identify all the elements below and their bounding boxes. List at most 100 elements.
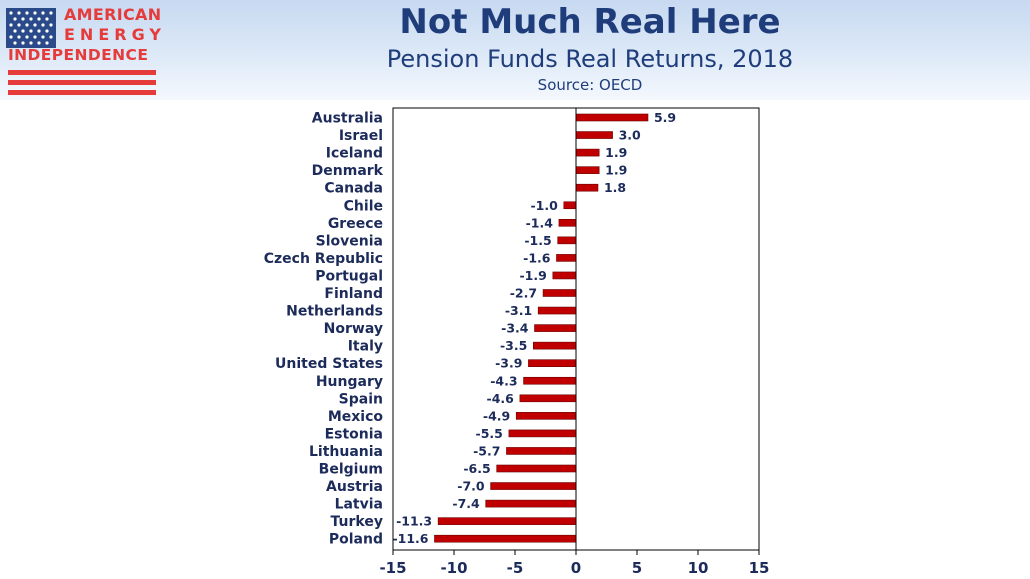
data-label: -7.4 xyxy=(452,496,480,511)
data-label: -7.0 xyxy=(457,479,485,494)
bar xyxy=(434,534,577,543)
bars-group xyxy=(434,113,649,543)
x-tick-label: 5 xyxy=(632,559,642,577)
category-label: Denmark xyxy=(312,163,384,179)
x-tick-label: -10 xyxy=(440,559,467,577)
bar xyxy=(523,376,577,385)
x-tick-label: 15 xyxy=(749,559,770,577)
category-label: Spain xyxy=(339,391,383,407)
american-energy-independence-logo: AMERICAN ENERGY INDEPENDENCE xyxy=(4,4,166,96)
chart-subtitle: Pension Funds Real Returns, 2018 xyxy=(386,45,794,73)
bar xyxy=(485,499,577,508)
data-label: -1.9 xyxy=(519,268,546,283)
category-label: Estonia xyxy=(325,426,383,442)
chart-title: Not Much Real Here xyxy=(399,2,781,42)
bar xyxy=(558,219,577,227)
bar xyxy=(552,271,577,280)
category-label: Finland xyxy=(324,286,383,302)
us-flag-icon xyxy=(6,8,56,48)
bar xyxy=(557,236,577,245)
bar xyxy=(575,148,600,157)
bar xyxy=(542,289,577,297)
category-label: Italy xyxy=(348,339,383,355)
data-label: -3.4 xyxy=(501,321,529,336)
bar-chart: 5.93.01.91.91.8-1.0-1.4-1.5-1.6-1.9-2.7-… xyxy=(264,107,769,577)
logo-stripes xyxy=(8,70,156,100)
data-label: -3.5 xyxy=(500,338,527,353)
category-label: Portugal xyxy=(315,268,383,284)
data-label: -4.9 xyxy=(483,408,510,423)
x-axis: -15 -10 -5 0 5 10 15 xyxy=(379,108,769,577)
bar xyxy=(575,166,600,174)
category-label: Greece xyxy=(328,216,383,232)
data-label: -6.5 xyxy=(463,461,490,476)
category-label: Austria xyxy=(326,479,383,495)
bar xyxy=(537,306,577,315)
data-label: -1.0 xyxy=(530,198,558,213)
data-label: -2.7 xyxy=(510,286,537,301)
bar xyxy=(519,394,577,403)
x-tick-label: -15 xyxy=(379,559,406,577)
header-banner: AMERICAN ENERGY INDEPENDENCE Not Much Re… xyxy=(0,0,1030,100)
x-tick-label: 10 xyxy=(688,559,709,577)
category-label: Mexico xyxy=(328,409,384,425)
bar xyxy=(575,183,599,192)
category-label: Slovenia xyxy=(316,233,383,249)
category-label: United States xyxy=(275,356,383,372)
data-label: 5.9 xyxy=(654,110,676,125)
category-label: Norway xyxy=(324,321,383,337)
data-label: -5.5 xyxy=(476,426,503,441)
logo-stripe xyxy=(8,90,156,95)
x-tick-label: -5 xyxy=(507,559,524,577)
data-label: 1.9 xyxy=(605,163,627,178)
bar xyxy=(506,447,577,455)
category-label: Lithuania xyxy=(309,444,383,460)
logo-stripe xyxy=(8,70,156,75)
category-label: Turkey xyxy=(331,514,383,530)
bar xyxy=(575,131,613,139)
category-label: Netherlands xyxy=(286,304,383,320)
data-label: -1.5 xyxy=(524,233,551,248)
data-label: 3.0 xyxy=(619,128,641,143)
data-label: 1.9 xyxy=(605,145,627,160)
chart-source: Source: OECD xyxy=(537,76,643,94)
category-label: Australia xyxy=(312,111,383,127)
bar xyxy=(563,201,577,210)
bar xyxy=(534,324,577,332)
bar xyxy=(437,517,577,525)
data-label: -1.6 xyxy=(523,250,551,265)
data-label: -11.3 xyxy=(396,514,432,529)
bar xyxy=(515,412,577,420)
bar xyxy=(575,113,649,122)
bar xyxy=(490,482,577,490)
x-tick-label: 0 xyxy=(571,559,581,577)
data-label: -11.6 xyxy=(392,531,428,546)
bar xyxy=(528,359,577,368)
logo-stripe xyxy=(8,80,156,85)
category-label: Poland xyxy=(329,532,383,548)
bar xyxy=(496,464,577,473)
data-label: -3.1 xyxy=(505,303,532,318)
category-label: Canada xyxy=(324,181,383,197)
category-label: Chile xyxy=(344,198,383,214)
bar xyxy=(532,341,577,350)
logo-text-american: AMERICAN xyxy=(64,5,162,24)
category-label: Iceland xyxy=(326,146,383,162)
data-label: 1.8 xyxy=(604,180,626,195)
bar xyxy=(508,429,577,438)
logo-text-energy: ENERGY xyxy=(64,25,166,44)
data-label: -4.3 xyxy=(490,373,517,388)
logo-text-independence: INDEPENDENCE xyxy=(8,46,149,64)
category-label: Belgium xyxy=(319,462,383,478)
data-label: -5.7 xyxy=(473,443,500,458)
bar xyxy=(556,254,577,262)
data-label: -4.6 xyxy=(487,391,515,406)
category-label: Hungary xyxy=(316,374,383,390)
category-label: Czech Republic xyxy=(264,251,383,267)
data-label: -1.4 xyxy=(526,215,554,230)
category-label: Israel xyxy=(339,128,383,144)
category-label: Latvia xyxy=(335,497,383,513)
value-labels-group: 5.9 3.0 1.9 1.9 1.8 -1.0 -1.4 -1.5 -1.6 -1.9 -2.7 -… xyxy=(392,110,676,546)
data-label: -3.9 xyxy=(495,356,522,371)
